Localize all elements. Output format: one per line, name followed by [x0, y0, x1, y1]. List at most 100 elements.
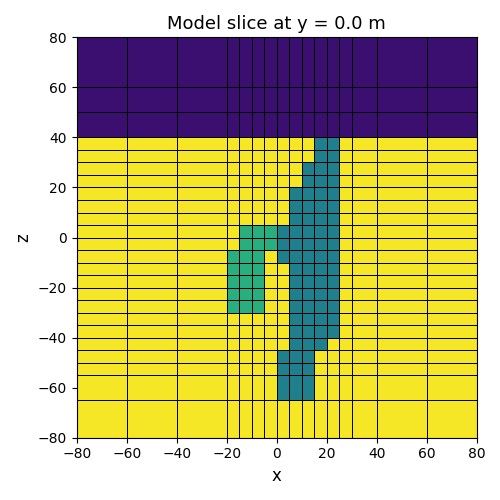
Bar [427, 288, 477, 300]
Bar [277, 375, 289, 400]
Bar [427, 138, 477, 150]
Bar [76, 225, 126, 237]
Bar [290, 88, 302, 112]
Bar [126, 375, 177, 400]
Bar [126, 350, 177, 362]
Bar [277, 288, 289, 300]
Bar [290, 38, 302, 88]
Bar [227, 350, 239, 362]
Bar [302, 238, 314, 250]
Bar [427, 350, 477, 362]
Bar [340, 212, 352, 225]
Bar [227, 38, 239, 88]
Bar [340, 112, 352, 138]
Bar [314, 350, 327, 362]
Bar [377, 262, 427, 275]
Bar [76, 362, 126, 375]
Bar [227, 162, 239, 175]
Bar [340, 38, 352, 88]
Bar [377, 275, 427, 287]
Bar [240, 162, 252, 175]
Bar [290, 212, 302, 225]
Bar [352, 350, 377, 362]
Bar [76, 400, 126, 438]
Bar [252, 88, 264, 112]
Bar [290, 338, 302, 350]
Bar [277, 138, 289, 150]
Bar [290, 375, 302, 400]
Bar [377, 188, 427, 200]
Bar [290, 175, 302, 188]
Bar [377, 350, 427, 362]
Bar [277, 212, 289, 225]
Bar [76, 188, 126, 200]
Bar [314, 338, 327, 350]
Bar [290, 262, 302, 275]
Bar [377, 112, 427, 138]
Bar [76, 112, 126, 138]
Bar [327, 38, 340, 88]
Bar [227, 238, 239, 250]
Bar [227, 225, 239, 237]
Bar [340, 325, 352, 338]
Bar [352, 250, 377, 262]
Bar [327, 362, 340, 375]
Bar [377, 212, 427, 225]
Bar [240, 175, 252, 188]
Bar [314, 225, 327, 237]
Bar [227, 275, 239, 287]
Bar [126, 338, 177, 350]
Bar [377, 400, 427, 438]
Y-axis label: z: z [14, 233, 32, 242]
Bar [177, 200, 227, 212]
Bar [277, 362, 289, 375]
Bar [277, 275, 289, 287]
Bar [252, 300, 264, 312]
Bar [264, 200, 277, 212]
Bar [327, 350, 340, 362]
Bar [76, 375, 126, 400]
Bar [340, 288, 352, 300]
Bar [227, 362, 239, 375]
Bar [352, 112, 377, 138]
Bar [427, 112, 477, 138]
Bar [126, 150, 177, 162]
Bar [240, 375, 252, 400]
Bar [427, 375, 477, 400]
Bar [126, 300, 177, 312]
Bar [227, 300, 239, 312]
Bar [377, 338, 427, 350]
Bar [327, 138, 340, 150]
Bar [352, 212, 377, 225]
Bar [314, 375, 327, 400]
Bar [252, 175, 264, 188]
Bar [327, 238, 340, 250]
Bar [126, 175, 177, 188]
Bar [177, 362, 227, 375]
Bar [377, 150, 427, 162]
Bar [314, 200, 327, 212]
Bar [264, 150, 277, 162]
Bar [240, 338, 252, 350]
Bar [240, 138, 252, 150]
Bar [240, 300, 252, 312]
Bar [352, 275, 377, 287]
Bar [264, 188, 277, 200]
Bar [277, 238, 289, 250]
Bar [126, 312, 177, 325]
Bar [227, 112, 239, 138]
Bar [340, 300, 352, 312]
Bar [240, 188, 252, 200]
Bar [277, 162, 289, 175]
Bar [252, 238, 264, 250]
Bar [76, 338, 126, 350]
Bar [314, 325, 327, 338]
Bar [377, 88, 427, 112]
Bar [277, 312, 289, 325]
Bar [76, 275, 126, 287]
Bar [352, 400, 377, 438]
Bar [340, 362, 352, 375]
Bar [227, 88, 239, 112]
Bar [126, 325, 177, 338]
Bar [126, 275, 177, 287]
